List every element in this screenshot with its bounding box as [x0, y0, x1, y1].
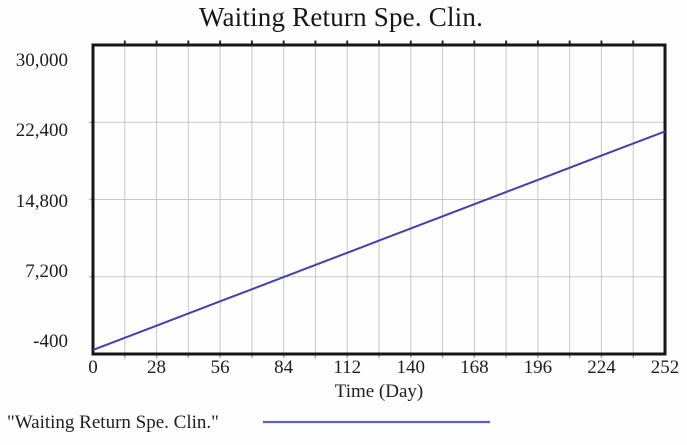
x-tick-label: 0	[88, 357, 98, 378]
series-line	[92, 130, 666, 351]
x-tick-label: 56	[210, 357, 230, 378]
plot-border	[91, 43, 667, 356]
x-axis-title: Time (Day)	[334, 381, 424, 402]
x-tick-label: 224	[587, 357, 616, 378]
y-tick-label: 7,200	[25, 260, 68, 282]
chart-title: Waiting Return Spe. Clin.	[198, 2, 484, 32]
y-tick-label: 14,800	[15, 190, 68, 212]
x-tick-label: 140	[396, 357, 426, 378]
x-tick-label: 28	[147, 357, 167, 378]
y-tick-label: 22,400	[15, 120, 68, 142]
x-tick-label: 196	[523, 357, 553, 378]
x-tick-label: 252	[650, 357, 680, 378]
x-tick-label: 168	[460, 357, 489, 378]
y-tick-label: 30,000	[15, 50, 68, 71]
x-tick-label: 84	[274, 357, 294, 378]
y-tick-label: -400	[33, 331, 68, 352]
x-tick-label: 112	[333, 357, 362, 378]
legend-series-label: "Waiting Return Spe. Clin."	[7, 412, 219, 433]
